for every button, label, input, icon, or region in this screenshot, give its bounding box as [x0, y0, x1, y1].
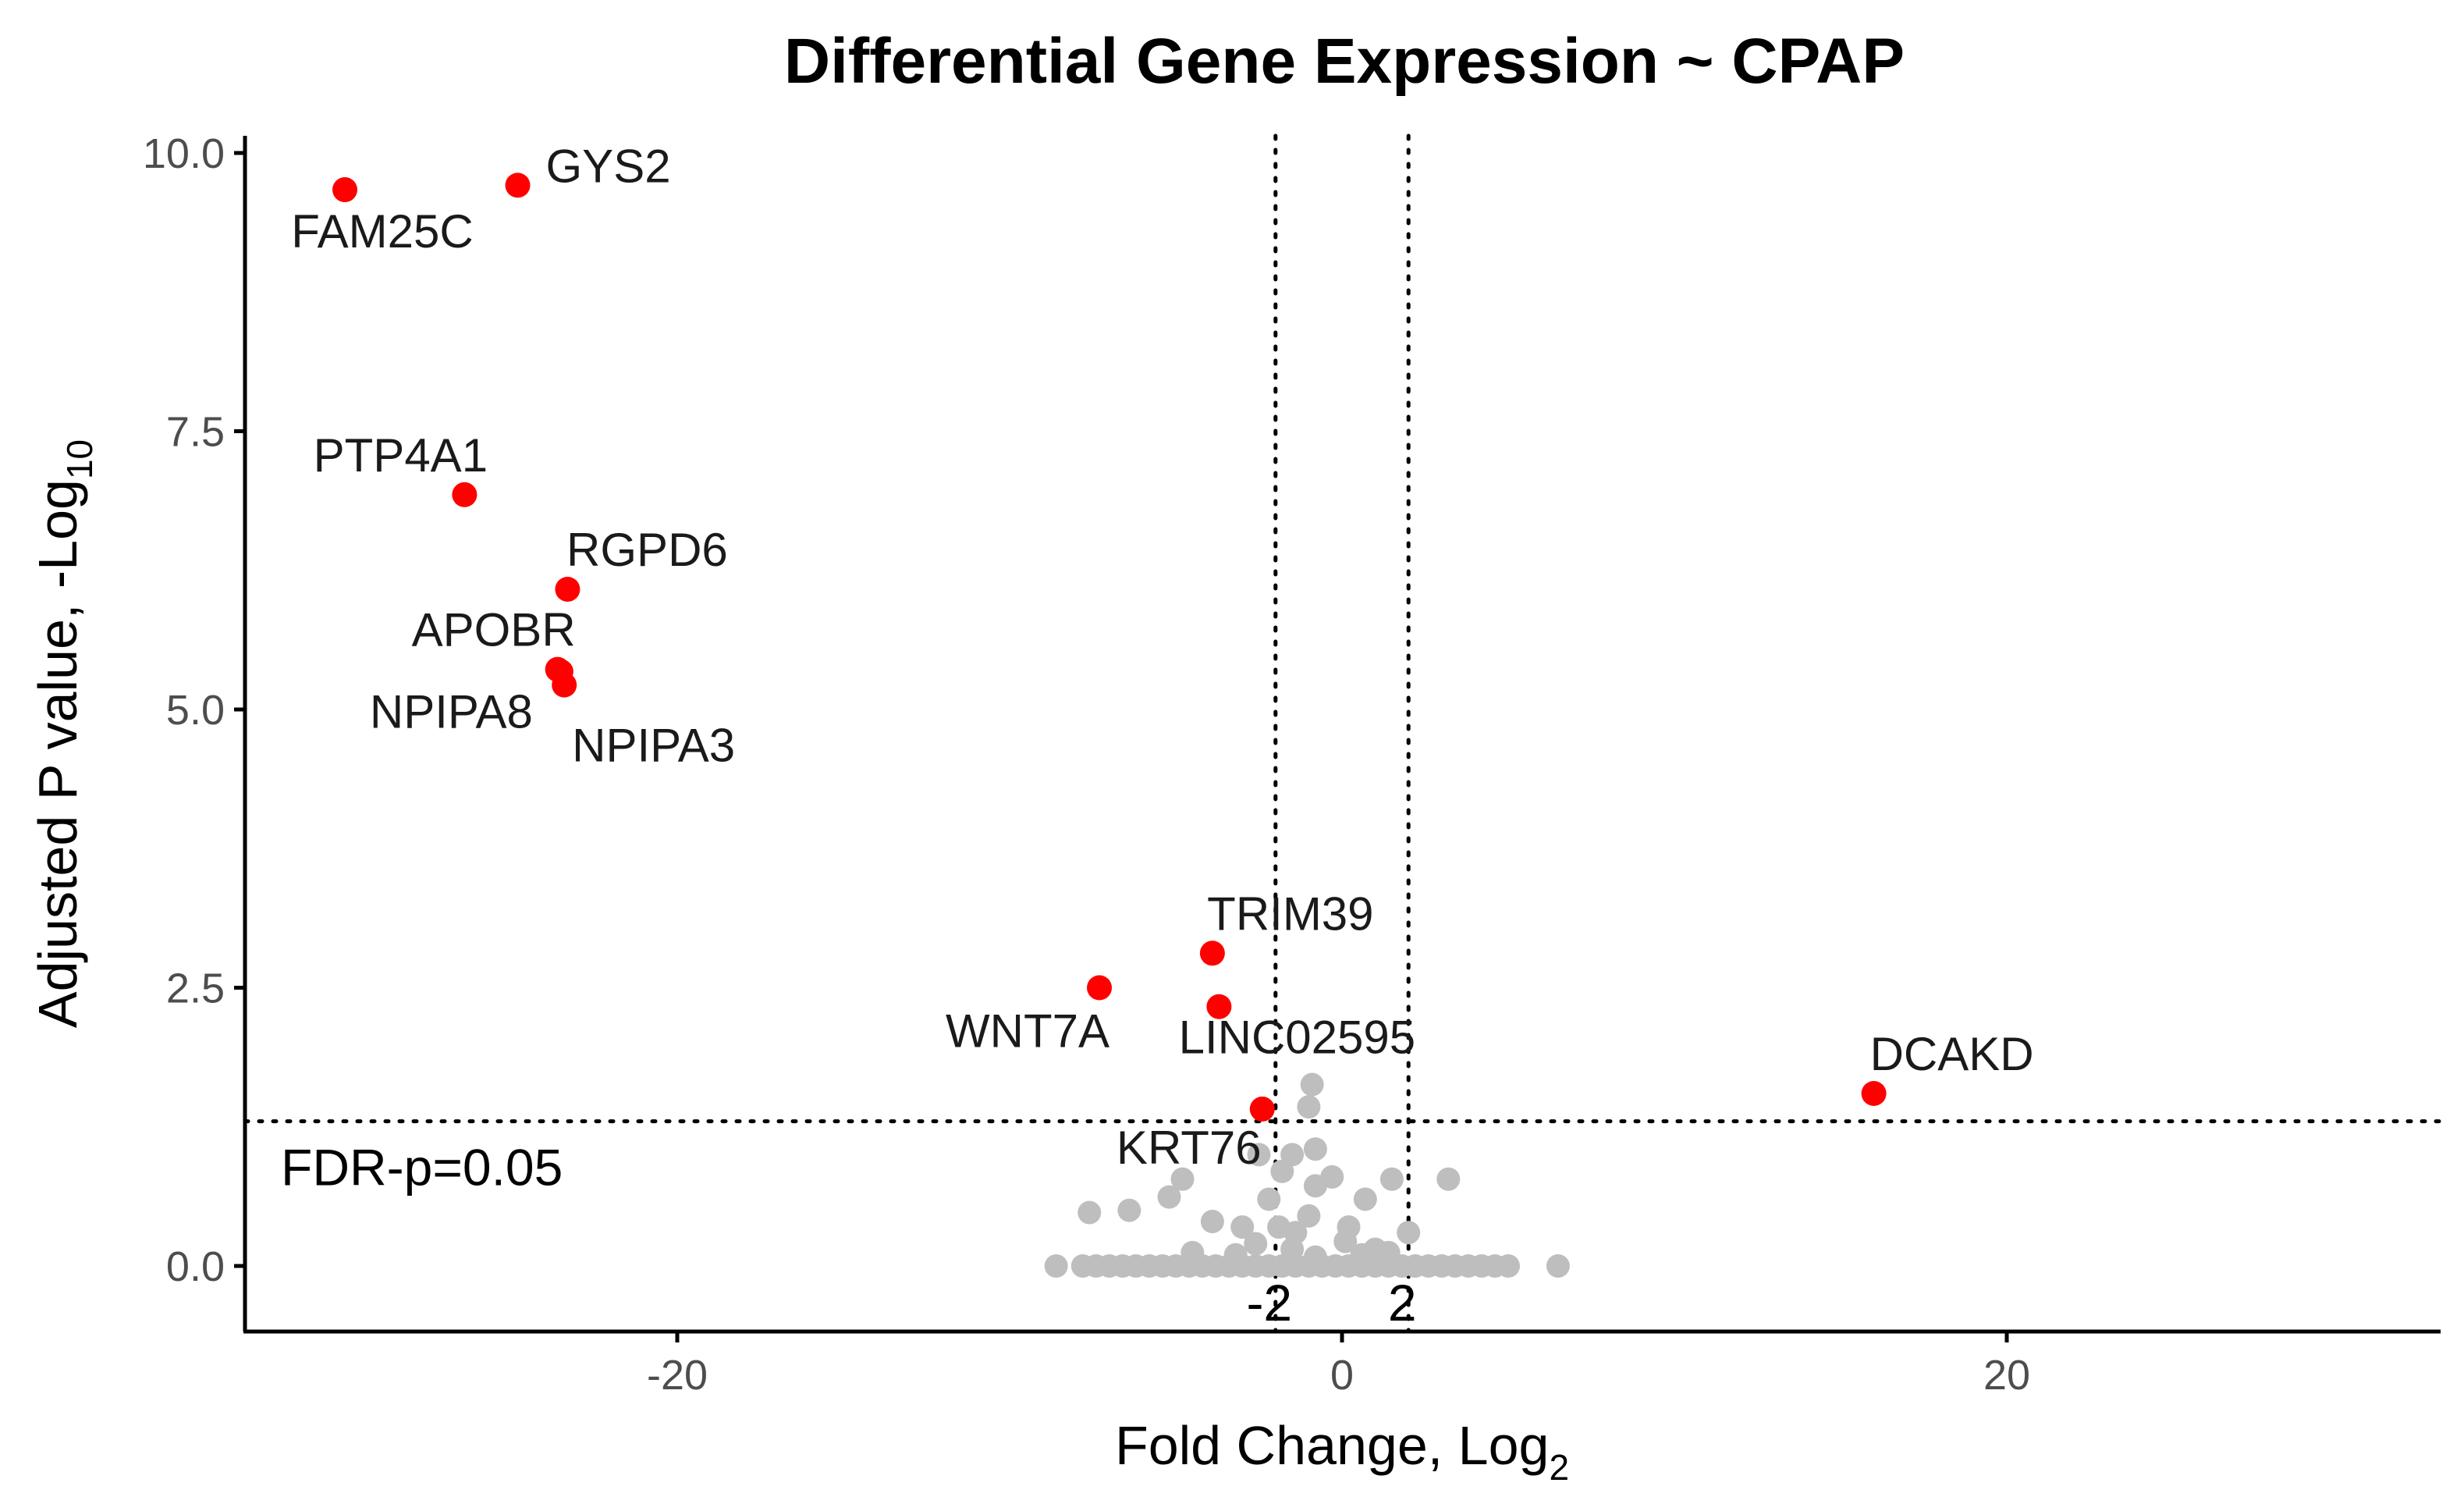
fdr-label: FDR-p=0.05 [281, 1139, 563, 1197]
y-tick-label: 10.0 [143, 130, 225, 177]
point-nonsig-55 [1353, 1187, 1377, 1211]
y-axis-label-sub: 10 [59, 439, 100, 479]
point-npipa3 [552, 672, 577, 698]
point-rgpd6 [555, 576, 580, 602]
point-nonsig-48 [1230, 1215, 1255, 1239]
point-nonsig-40 [1244, 1232, 1268, 1256]
point-trim39 [1199, 941, 1225, 966]
label-krt76: KRT76 [1117, 1122, 1262, 1174]
point-nonsig-34 [1546, 1254, 1570, 1278]
point-nonsig-63 [1297, 1095, 1321, 1119]
point-nonsig-49 [1257, 1187, 1281, 1211]
x-ticks: -20 0 20 [647, 1332, 2030, 1399]
label-apobr: APOBR [412, 604, 576, 656]
point-nonsig-64 [1300, 1072, 1324, 1097]
point-nonsig-36 [1223, 1243, 1248, 1267]
point-nonsig-58 [1436, 1167, 1461, 1191]
point-nonsig-52 [1297, 1204, 1321, 1228]
point-nonsig-44 [1117, 1198, 1141, 1222]
point-nonsig-33 [1497, 1254, 1520, 1278]
label-trim39: TRIM39 [1207, 887, 1373, 940]
point-nonsig-47 [1200, 1209, 1224, 1233]
point-nonsig-60 [1247, 1143, 1271, 1167]
point-nonsig-0 [1044, 1254, 1068, 1278]
label-wnt7a: WNT7A [946, 1005, 1110, 1058]
label-fam25c: FAM25C [291, 205, 473, 258]
point-nonsig-57 [1397, 1221, 1421, 1245]
x-axis-label: Fold Change, Log2 [1115, 1415, 1569, 1488]
point-nonsig-45 [1157, 1185, 1181, 1209]
point-nonsig-46 [1170, 1167, 1195, 1191]
point-linc02595 [1206, 994, 1232, 1019]
non-significant-points [1044, 1072, 1570, 1278]
point-gys2 [505, 172, 531, 198]
y-tick-label: 2.5 [166, 965, 225, 1012]
chart-title: Differential Gene Expression ~ CPAP [784, 26, 1905, 97]
y-tick-label: 0.0 [166, 1243, 225, 1290]
label-ptp4a1: PTP4A1 [314, 429, 488, 482]
label-npipa3: NPIPA3 [572, 720, 735, 772]
gene-labels: FAM25C GYS2 PTP4A1 RGPD6 APOBR NPIPA8 NPIPA3 TR… [291, 140, 2033, 1174]
reference-lines [243, 133, 2443, 1334]
point-wnt7a [1087, 975, 1113, 1001]
point-nonsig-54 [1337, 1215, 1361, 1239]
point-nonsig-59 [1363, 1237, 1387, 1261]
point-nonsig-42 [1303, 1245, 1327, 1269]
x-axis-label-main: Fold Change, Log [1115, 1415, 1550, 1476]
point-nonsig-56 [1379, 1167, 1404, 1191]
point-fam25c [332, 177, 357, 203]
significant-points [332, 172, 1887, 1122]
point-nonsig-65 [1270, 1159, 1294, 1183]
point-nonsig-62 [1303, 1137, 1327, 1161]
point-nonsig-43 [1078, 1200, 1102, 1225]
point-nonsig-35 [1181, 1240, 1205, 1264]
y-ticks: 0.0 2.5 5.0 7.5 10.0 [143, 130, 245, 1290]
point-krt76 [1249, 1096, 1275, 1122]
y-axis-label-main: Adjusted P value, -Log [27, 479, 88, 1028]
label-gys2: GYS2 [546, 140, 671, 192]
y-axis-label: Adjusted P value, -Log10 [27, 439, 100, 1028]
y-tick-label: 7.5 [166, 409, 225, 456]
x-tick-label: 0 [1330, 1352, 1354, 1399]
x-axis-label-sub: 2 [1549, 1447, 1569, 1488]
y-tick-label: 5.0 [166, 687, 225, 734]
vline-neg2-label: -2 [1246, 1274, 1292, 1332]
point-nonsig-51 [1283, 1221, 1308, 1245]
x-tick-label: -20 [647, 1352, 708, 1399]
vline-pos2-label: 2 [1388, 1274, 1417, 1332]
point-nonsig-66 [1320, 1165, 1344, 1189]
label-linc02595: LINC02595 [1179, 1012, 1416, 1064]
label-dcakd: DCAKD [1870, 1028, 2034, 1080]
label-npipa8: NPIPA8 [370, 686, 533, 738]
point-dcakd [1861, 1080, 1887, 1106]
label-rgpd6: RGPD6 [566, 524, 728, 576]
point-ptp4a1 [452, 482, 478, 507]
x-tick-label: 20 [1983, 1352, 2030, 1399]
